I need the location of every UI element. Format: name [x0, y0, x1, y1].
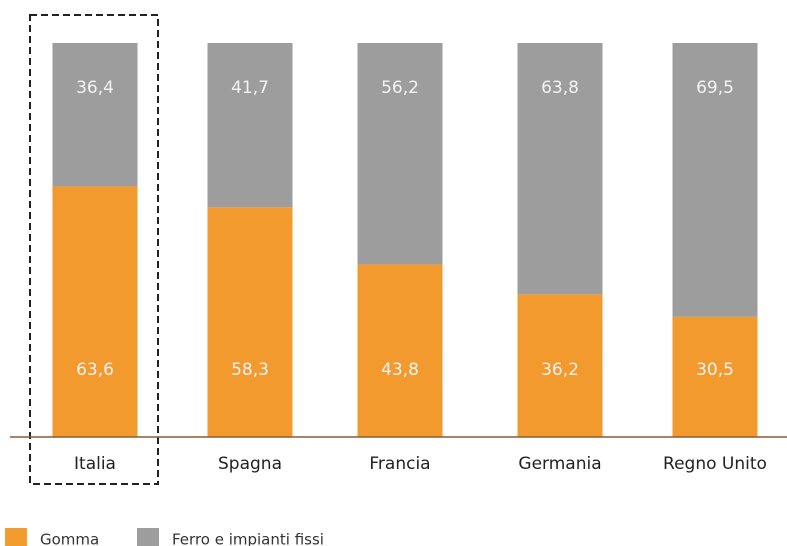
bar-segment [357, 264, 443, 437]
legend-swatch [137, 528, 159, 546]
value-label: 36,2 [541, 360, 579, 380]
legend-swatch [5, 528, 27, 546]
value-label: 56,2 [381, 78, 419, 98]
bar-segment [517, 43, 603, 295]
bar-segment [207, 43, 293, 208]
value-label: 58,3 [231, 360, 269, 380]
x-tick-label: Germania [518, 454, 601, 474]
bar-segment [357, 43, 443, 265]
bar-segment [52, 186, 138, 437]
value-label: 63,6 [76, 360, 114, 380]
bar-segment [517, 294, 603, 437]
legend-label: Gomma [40, 531, 99, 546]
value-label: 30,5 [696, 360, 734, 380]
x-tick-label: Spagna [218, 454, 282, 474]
bar-segment [52, 43, 138, 187]
x-tick-label: Italia [74, 454, 116, 474]
legend-label: Ferro e impianti fissi [172, 531, 324, 546]
value-label: 63,8 [541, 78, 579, 98]
bar-segment [207, 207, 293, 437]
x-tick-label: Francia [369, 454, 430, 474]
bar-segment [672, 43, 758, 317]
value-label: 69,5 [696, 78, 734, 98]
value-label: 41,7 [231, 78, 269, 98]
x-tick-label: Regno Unito [663, 454, 767, 474]
value-label: 36,4 [76, 78, 114, 98]
bar-segment [672, 316, 758, 437]
highlight-box [29, 14, 159, 485]
value-label: 43,8 [381, 360, 419, 380]
